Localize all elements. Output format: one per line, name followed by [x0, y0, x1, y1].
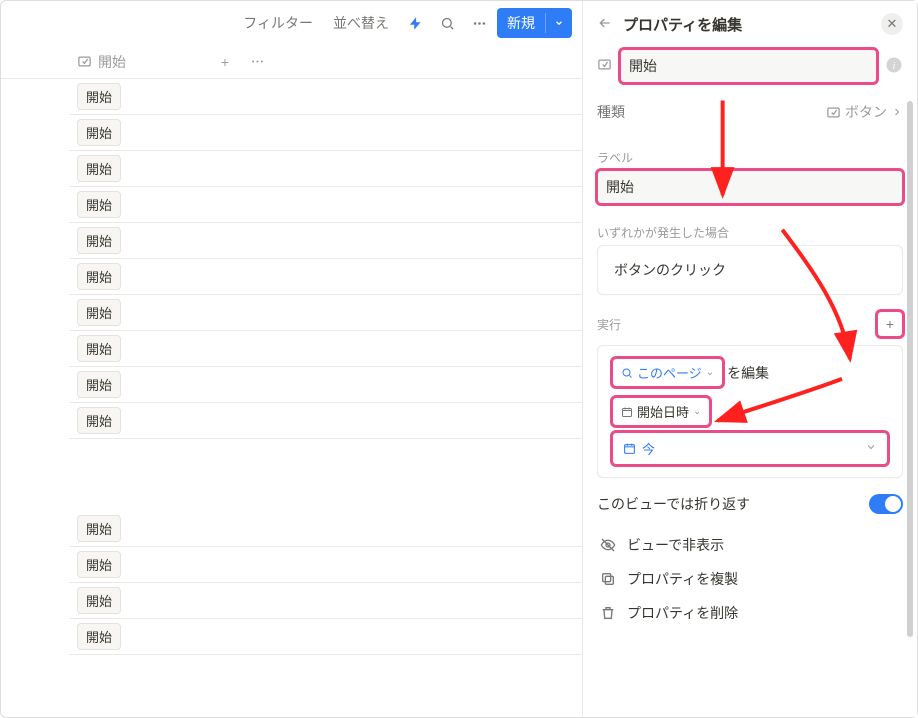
label-heading: ラベル: [597, 149, 903, 166]
column-more-icon[interactable]: [241, 46, 273, 78]
info-icon[interactable]: i: [885, 56, 903, 77]
table-row[interactable]: 開始: [69, 331, 582, 367]
table-row[interactable]: 開始: [69, 187, 582, 223]
table-row[interactable]: 開始: [69, 547, 582, 583]
button-chip[interactable]: 開始: [77, 83, 121, 110]
table-row[interactable]: 開始: [69, 259, 582, 295]
table-row[interactable]: 開始: [69, 223, 582, 259]
datetime-property-selector[interactable]: 開始日時 ⌄: [612, 397, 710, 426]
sort-button[interactable]: 並べ替え: [325, 9, 397, 37]
toolbar: フィルター 並べ替え 新規: [1, 1, 582, 45]
property-name-input[interactable]: 開始: [620, 49, 877, 83]
hide-in-view[interactable]: ビューで非表示: [593, 528, 907, 562]
more-icon[interactable]: [465, 9, 493, 37]
table-row[interactable]: 開始: [69, 79, 582, 115]
property-panel: プロパティを編集 ✕ 開始 i 種類 ボタン: [582, 1, 917, 717]
copy-icon: [599, 571, 617, 587]
table-header: 開始 +: [1, 45, 582, 79]
button-chip[interactable]: 開始: [77, 515, 121, 542]
delete-property[interactable]: プロパティを削除: [593, 596, 907, 630]
chevron-down-icon[interactable]: [545, 13, 572, 33]
button-chip[interactable]: 開始: [77, 299, 121, 326]
add-column-icon[interactable]: +: [209, 46, 241, 78]
duplicate-property[interactable]: プロパティを複製: [593, 562, 907, 596]
type-row[interactable]: 種類 ボタン: [597, 95, 903, 129]
table-row[interactable]: 開始: [69, 115, 582, 151]
button-chip[interactable]: 開始: [77, 587, 121, 614]
column-header[interactable]: 開始: [69, 52, 209, 72]
edit-suffix: を編集: [727, 363, 769, 383]
svg-text:i: i: [893, 60, 896, 71]
label-input[interactable]: 開始: [597, 170, 903, 204]
button-chip[interactable]: 開始: [77, 335, 121, 362]
table-row[interactable]: 開始: [69, 367, 582, 403]
table-row[interactable]: 開始: [69, 151, 582, 187]
new-button[interactable]: 新規: [497, 8, 572, 38]
button-chip[interactable]: 開始: [77, 371, 121, 398]
table-row[interactable]: 開始: [69, 511, 582, 547]
search-icon[interactable]: [433, 9, 461, 37]
panel-title: プロパティを編集: [623, 14, 871, 35]
action-card: このページ ⌄ を編集 開始日時 ⌄ 今: [597, 345, 903, 478]
eye-off-icon: [599, 537, 617, 553]
button-chip[interactable]: 開始: [77, 119, 121, 146]
button-chip[interactable]: 開始: [77, 263, 121, 290]
button-chip[interactable]: 開始: [77, 227, 121, 254]
table-row[interactable]: 開始: [69, 583, 582, 619]
wrap-toggle[interactable]: [869, 494, 903, 514]
button-chip[interactable]: 開始: [77, 155, 121, 182]
action-heading: 実行: [597, 316, 621, 333]
close-icon[interactable]: ✕: [881, 13, 903, 35]
button-type-icon: [597, 57, 612, 75]
table-body: 開始開始開始開始開始開始開始開始開始開始開始開始開始開始: [1, 79, 582, 717]
table-row[interactable]: 開始: [69, 403, 582, 439]
trigger-card[interactable]: ボタンのクリック: [597, 245, 903, 295]
table-row[interactable]: 開始: [69, 295, 582, 331]
page-selector[interactable]: このページ ⌄: [612, 358, 723, 387]
button-chip[interactable]: 開始: [77, 551, 121, 578]
add-action-button[interactable]: +: [877, 311, 903, 337]
button-chip[interactable]: 開始: [77, 623, 121, 650]
button-chip[interactable]: 開始: [77, 191, 121, 218]
filter-button[interactable]: フィルター: [235, 9, 321, 37]
trigger-heading: いずれかが発生した場合: [597, 224, 903, 241]
table-row[interactable]: 開始: [69, 619, 582, 655]
value-selector[interactable]: 今: [612, 432, 888, 465]
bolt-icon[interactable]: [401, 9, 429, 37]
trash-icon: [599, 605, 617, 621]
back-icon[interactable]: [597, 15, 613, 34]
wrap-toggle-row: このビューでは折り返す: [583, 484, 917, 524]
button-chip[interactable]: 開始: [77, 407, 121, 434]
